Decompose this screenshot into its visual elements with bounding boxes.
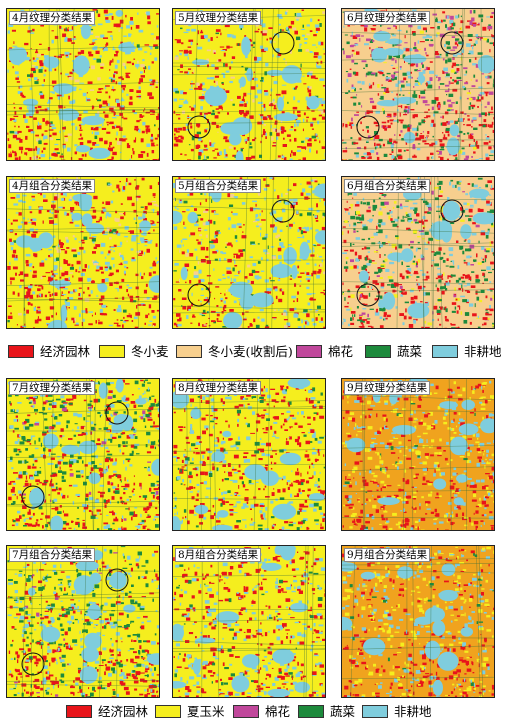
classification-map <box>7 546 159 697</box>
map-panel-jul-texture: 7月纹理分类结果 <box>6 378 160 531</box>
map-panel-may-combined: 5月组合分类结果 <box>172 176 326 329</box>
map-panel-sep-texture: 9月纹理分类结果 <box>341 378 495 531</box>
classification-map <box>342 9 494 160</box>
map-panel-may-texture: 5月纹理分类结果 <box>172 8 326 161</box>
legend-swatch <box>298 705 324 718</box>
panel-title: 9月组合分类结果 <box>344 548 431 562</box>
panel-title: 6月纹理分类结果 <box>344 11 431 25</box>
legend-label: 经济园林 <box>98 704 149 719</box>
legend-swatch <box>176 345 202 358</box>
legend-top: 经济园林 冬小麦 冬小麦(收割后) 棉花 蔬菜 非耕地 <box>0 342 507 362</box>
legend-label: 蔬菜 <box>397 344 423 359</box>
legend-label: 棉花 <box>328 344 354 359</box>
panel-title: 4月纹理分类结果 <box>9 11 96 25</box>
panel-title: 5月组合分类结果 <box>175 179 262 193</box>
legend-swatch <box>362 705 388 718</box>
legend-swatch <box>233 705 259 718</box>
classification-map <box>342 177 494 328</box>
legend-label: 蔬菜 <box>330 704 356 719</box>
panel-title: 6月组合分类结果 <box>344 179 431 193</box>
classification-map <box>7 177 159 328</box>
legend-label: 经济园林 <box>40 344 91 359</box>
map-panel-jul-combined: 7月组合分类结果 <box>6 545 160 698</box>
legend-swatch <box>99 345 125 358</box>
legend-label: 棉花 <box>265 704 291 719</box>
map-panel-sep-combined: 9月组合分类结果 <box>341 545 495 698</box>
map-panel-jun-combined: 6月组合分类结果 <box>341 176 495 329</box>
classification-map <box>173 546 325 697</box>
panel-title: 4月组合分类结果 <box>9 179 96 193</box>
legend-swatch <box>296 345 322 358</box>
legend-label: 非耕地 <box>394 704 432 719</box>
legend-bottom: 经济园林 夏玉米 棉花 蔬菜 非耕地 <box>0 702 507 722</box>
map-panel-aug-texture: 8月纹理分类结果 <box>172 378 326 531</box>
classification-map <box>342 546 494 697</box>
classification-map <box>173 9 325 160</box>
classification-map <box>342 379 494 530</box>
map-panel-jun-texture: 6月纹理分类结果 <box>341 8 495 161</box>
panel-title: 7月组合分类结果 <box>9 548 96 562</box>
legend-swatch <box>365 345 391 358</box>
classification-map <box>7 379 159 530</box>
panel-title: 5月纹理分类结果 <box>175 11 262 25</box>
classification-map <box>7 9 159 160</box>
classification-map <box>173 177 325 328</box>
legend-label: 冬小麦 <box>131 344 169 359</box>
map-panel-apr-texture: 4月纹理分类结果 <box>6 8 160 161</box>
panel-title: 9月纹理分类结果 <box>344 381 431 395</box>
panel-title: 8月纹理分类结果 <box>175 381 262 395</box>
legend-swatch <box>8 345 34 358</box>
panel-title: 7月纹理分类结果 <box>9 381 96 395</box>
legend-label: 非耕地 <box>464 344 502 359</box>
panel-title: 8月组合分类结果 <box>175 548 262 562</box>
legend-swatch <box>432 345 458 358</box>
map-panel-apr-combined: 4月组合分类结果 <box>6 176 160 329</box>
classification-map <box>173 379 325 530</box>
legend-label: 夏玉米 <box>187 704 225 719</box>
legend-swatch <box>155 705 181 718</box>
map-panel-aug-combined: 8月组合分类结果 <box>172 545 326 698</box>
legend-swatch <box>66 705 92 718</box>
legend-label: 冬小麦(收割后) <box>208 344 293 359</box>
